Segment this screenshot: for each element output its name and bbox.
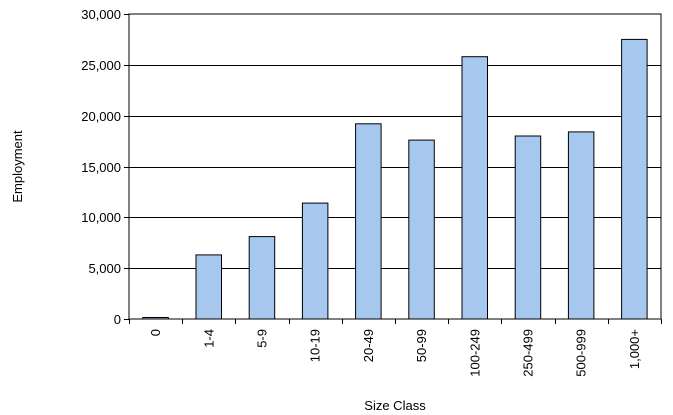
y-tick-label: 15,000 [81,160,121,175]
bar-1 [195,254,222,320]
x-tick-label: 1-4 [201,329,216,348]
bar-5 [408,139,435,320]
x-axis-title: Size Class [364,398,426,413]
x-tick-label: 500-999 [574,329,589,377]
y-tick-label: 10,000 [81,210,121,225]
x-tick-label: 10-19 [308,329,323,362]
y-axis-title: Employment [10,130,25,203]
x-axis-ticks: 0 1-4 5-9 10-19 20-49 50-99 100-249 250-499 500-… [129,319,662,377]
y-axis-ticks: 0 5,000 10,000 15,000 20,000 25,000 30,000 [81,7,129,327]
y-tick-label: 25,000 [81,58,121,73]
bar-7 [514,135,542,320]
bar-6 [461,56,488,320]
y-tick-label: 30,000 [81,7,121,22]
bar-8 [567,131,595,320]
bar-3 [301,202,329,320]
y-tick-label: 5,000 [88,261,121,276]
x-tick-label: 50-99 [414,329,429,362]
x-tick-label: 100-249 [467,329,482,377]
x-tick-label: 5-9 [255,329,270,348]
bar-4 [355,123,382,320]
bars [142,38,648,320]
x-tick-label: 20-49 [361,329,376,362]
x-tick-label: 250-499 [521,329,536,377]
bar-2 [248,236,276,320]
x-tick-label: 1,000+ [627,329,642,369]
x-tick-label: 0 [148,329,163,336]
y-tick-label: 20,000 [81,109,121,124]
bar-9 [621,38,648,320]
y-tick-label: 0 [114,312,121,327]
